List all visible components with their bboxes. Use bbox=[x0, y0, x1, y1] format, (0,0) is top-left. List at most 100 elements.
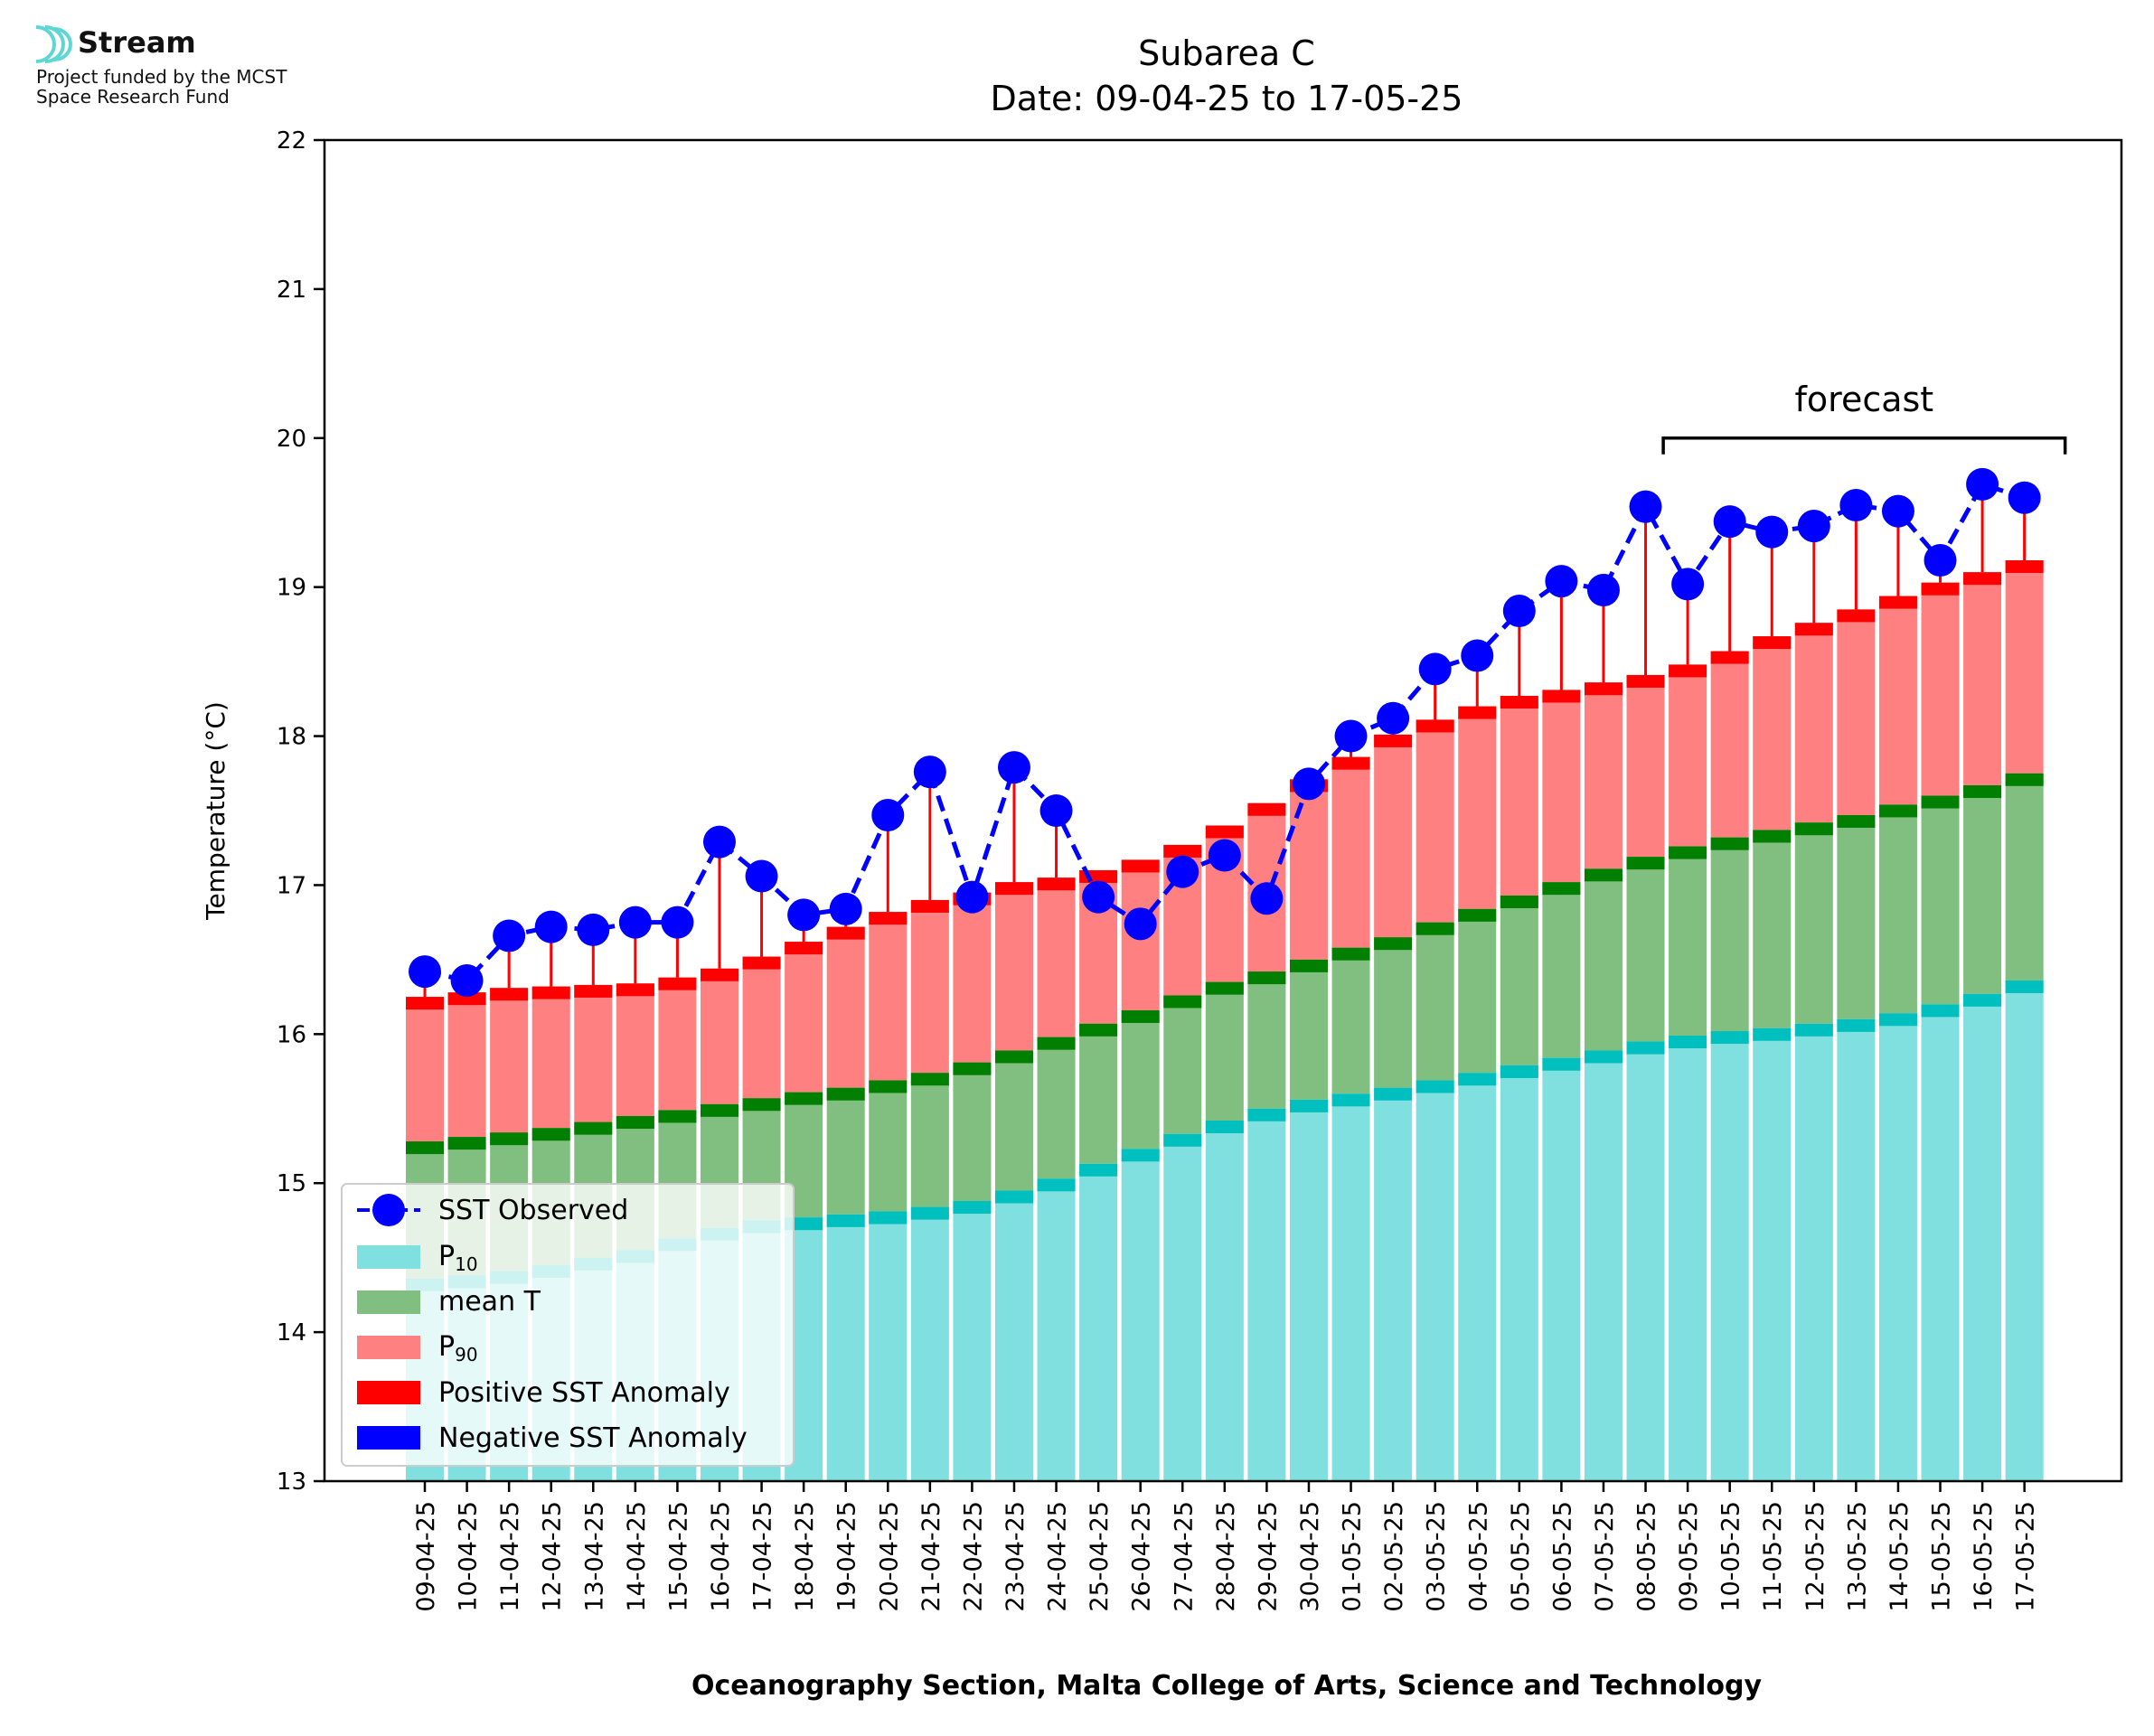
bar-mean-edge bbox=[1163, 995, 1202, 1009]
bar-p10-edge bbox=[1921, 1004, 1960, 1018]
x-tick-label: 08-05-25 bbox=[1633, 1501, 1661, 1612]
stream-logo-icon bbox=[35, 25, 72, 63]
legend-p10-sub: 10 bbox=[455, 1253, 477, 1275]
bar-mean bbox=[1416, 922, 1454, 1081]
sst-observed-point bbox=[409, 955, 441, 989]
bar-p90 bbox=[1037, 877, 1076, 1037]
bar-p90 bbox=[2005, 559, 2044, 774]
bar-p10-edge bbox=[910, 1206, 949, 1220]
sst-observed-point bbox=[661, 906, 694, 939]
legend-p90-sub: 90 bbox=[455, 1344, 477, 1365]
bar-mean-edge bbox=[1205, 981, 1244, 995]
bar-p90-edge bbox=[1121, 859, 1160, 873]
bar-p10 bbox=[994, 1190, 1033, 1481]
x-tick-label: 25-04-25 bbox=[1086, 1501, 1114, 1612]
bar-mean bbox=[1289, 959, 1328, 1100]
bar-p10-edge bbox=[1458, 1073, 1497, 1086]
x-tick-label: 04-05-25 bbox=[1464, 1501, 1492, 1612]
legend-p90-main: P bbox=[438, 1331, 455, 1363]
sst-observed-point bbox=[1713, 505, 1746, 539]
bar-mean-edge bbox=[1121, 1009, 1160, 1023]
legend-sst-label: SST Observed bbox=[438, 1195, 628, 1226]
bar-mean-edge bbox=[1794, 822, 1833, 836]
plot-frame bbox=[323, 138, 2123, 1483]
bar-mean-edge bbox=[1416, 922, 1454, 935]
bar-mean-edge bbox=[1710, 837, 1749, 850]
bar-mean bbox=[1710, 837, 1749, 1032]
bar-p10 bbox=[1037, 1178, 1076, 1481]
bar-mean-edge bbox=[1374, 937, 1413, 951]
bar-mean-edge bbox=[574, 1121, 613, 1135]
sst-observed-point bbox=[997, 751, 1030, 784]
bar-mean bbox=[1500, 895, 1538, 1065]
bar-mean-edge bbox=[1753, 830, 1792, 843]
bar-mean bbox=[1837, 814, 1876, 1019]
bar-p10 bbox=[1794, 1023, 1833, 1481]
sst-observed-point bbox=[1250, 882, 1284, 915]
bar-p90 bbox=[1921, 582, 1960, 796]
x-tick-label: 12-04-25 bbox=[539, 1501, 567, 1612]
x-tick-label: 19-04-25 bbox=[833, 1501, 861, 1612]
bar-mean bbox=[1753, 830, 1792, 1028]
bar-p90-edge bbox=[447, 992, 486, 1006]
sst-observed-point bbox=[1082, 880, 1115, 914]
sst-observed-point bbox=[1586, 573, 1620, 606]
bar-p10 bbox=[1247, 1108, 1286, 1481]
bar-mean-edge bbox=[1079, 1023, 1118, 1037]
bar-mean-edge bbox=[910, 1073, 949, 1086]
x-tick-label: 16-05-25 bbox=[1970, 1501, 1998, 1612]
sst-observed-point bbox=[1924, 543, 1957, 577]
bar-mean-edge bbox=[490, 1132, 529, 1146]
legend-neg-label: Negative SST Anomaly bbox=[438, 1422, 748, 1454]
bar-p90-edge bbox=[2005, 559, 2044, 573]
bar-p90-edge bbox=[1669, 664, 1707, 678]
bar-p10-edge bbox=[1753, 1028, 1792, 1041]
x-tick-label: 18-04-25 bbox=[791, 1501, 819, 1612]
bar-p90-edge bbox=[574, 984, 613, 998]
bar-p90-edge bbox=[742, 956, 781, 970]
bar-mean-edge bbox=[1878, 804, 1917, 818]
sst-observed-point bbox=[450, 963, 484, 997]
bar-mean-edge bbox=[700, 1103, 738, 1117]
bar-p90 bbox=[1878, 596, 1917, 805]
sst-observed-point bbox=[1418, 652, 1452, 686]
bar-p10-edge bbox=[1289, 1099, 1328, 1112]
bar-p10 bbox=[1079, 1163, 1118, 1481]
bar-mean bbox=[994, 1050, 1033, 1191]
bar-p90-edge bbox=[1500, 696, 1538, 709]
bar-p10 bbox=[869, 1211, 908, 1481]
forecast-bracket-line bbox=[1661, 436, 2067, 455]
sst-observed-point bbox=[1755, 515, 1789, 549]
legend-p90-swatch bbox=[357, 1336, 420, 1359]
bar-mean-edge bbox=[1963, 784, 2002, 798]
x-tick-label: 23-04-25 bbox=[1002, 1501, 1030, 1612]
sst-observed-point bbox=[1966, 467, 1999, 501]
x-tick-label: 11-04-25 bbox=[496, 1501, 524, 1612]
x-tick-label: 16-04-25 bbox=[707, 1501, 735, 1612]
legend: SST Observed P10 mean T P90 Positive SST… bbox=[341, 1183, 795, 1467]
bar-mean-edge bbox=[1500, 895, 1538, 908]
bar-p90 bbox=[742, 956, 781, 1099]
bar-p90-edge bbox=[1331, 756, 1370, 770]
bar-p10-edge bbox=[1626, 1041, 1665, 1055]
bar-p10 bbox=[1458, 1073, 1497, 1481]
bar-mean-edge bbox=[406, 1141, 444, 1155]
legend-mean-swatch bbox=[357, 1290, 420, 1314]
bar-mean bbox=[1963, 784, 2002, 994]
x-tick-label: 11-05-25 bbox=[1759, 1501, 1787, 1612]
bar-p10 bbox=[1500, 1065, 1538, 1481]
bar-p10-edge bbox=[1037, 1178, 1076, 1192]
y-tick-label: 15 bbox=[277, 1170, 306, 1197]
x-tick-label: 15-05-25 bbox=[1928, 1501, 1956, 1612]
bar-mean-edge bbox=[994, 1050, 1033, 1064]
bar-mean bbox=[1878, 804, 1917, 1014]
y-tick-label: 17 bbox=[277, 872, 306, 899]
bar-mean bbox=[826, 1087, 865, 1215]
bar-p90 bbox=[700, 968, 738, 1104]
bar-p10-edge bbox=[1837, 1018, 1876, 1032]
x-tick-label: 03-05-25 bbox=[1423, 1501, 1451, 1612]
bar-mean bbox=[1331, 947, 1370, 1094]
sst-observed-point bbox=[955, 880, 989, 914]
x-tick-label: 10-05-25 bbox=[1717, 1501, 1745, 1612]
